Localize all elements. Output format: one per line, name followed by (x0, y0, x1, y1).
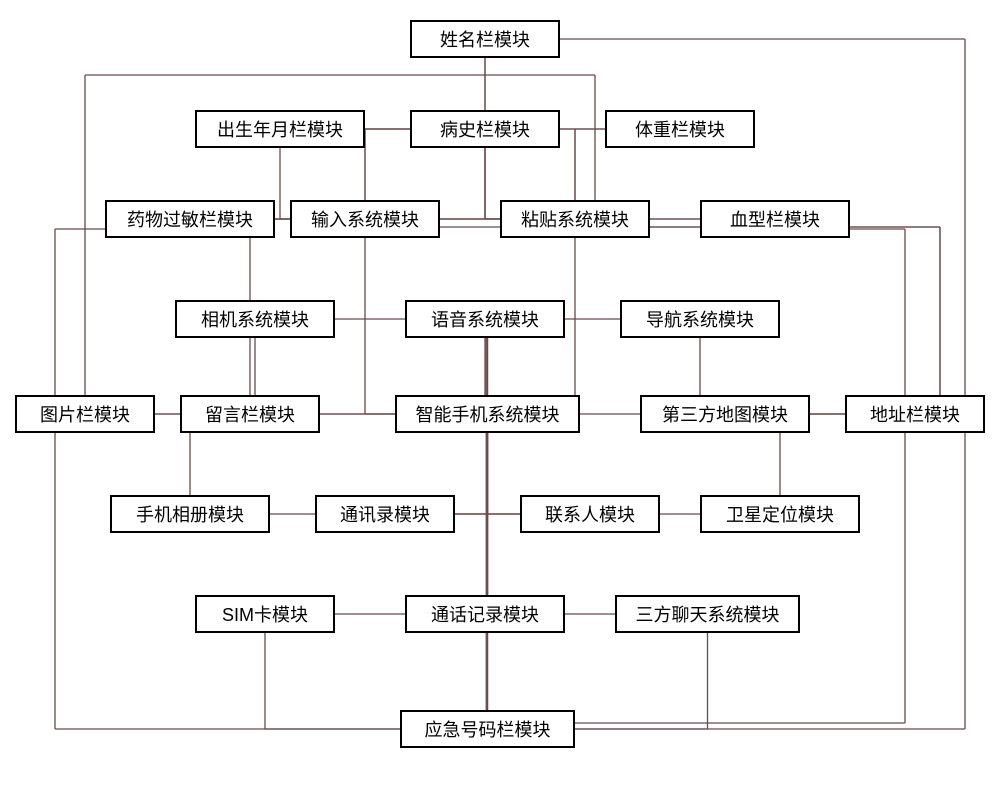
node-label: 留言栏模块 (205, 401, 295, 427)
node-weight: 体重栏模块 (605, 110, 755, 148)
node-input: 输入系统模块 (290, 200, 440, 238)
node-label: SIM卡模块 (222, 601, 308, 627)
node-label: 体重栏模块 (635, 116, 725, 142)
node-message: 留言栏模块 (180, 395, 320, 433)
node-label: 卫星定位模块 (726, 501, 834, 527)
node-label: 图片栏模块 (40, 401, 130, 427)
node-label: 应急号码栏模块 (425, 716, 551, 742)
node-label: 出生年月栏模块 (217, 116, 343, 142)
node-label: 第三方地图模块 (662, 401, 788, 427)
node-paste: 粘贴系统模块 (500, 200, 650, 238)
node-callrec: 通话记录模块 (405, 595, 565, 633)
node-birth: 出生年月栏模块 (195, 110, 365, 148)
node-label: 姓名栏模块 (440, 26, 530, 52)
node-label: 手机相册模块 (136, 501, 244, 527)
node-sim: SIM卡模块 (195, 595, 335, 633)
node-label: 联系人模块 (545, 501, 635, 527)
node-map3: 第三方地图模块 (640, 395, 810, 433)
node-blood: 血型栏模块 (700, 200, 850, 238)
node-phone: 智能手机系统模块 (395, 395, 580, 433)
node-label: 智能手机系统模块 (416, 401, 560, 427)
node-label: 相机系统模块 (201, 306, 309, 332)
node-label: 导航系统模块 (646, 306, 754, 332)
node-emergency: 应急号码栏模块 (400, 710, 575, 748)
node-label: 病史栏模块 (440, 116, 530, 142)
node-person: 联系人模块 (520, 495, 660, 533)
node-label: 通讯录模块 (340, 501, 430, 527)
node-label: 血型栏模块 (730, 206, 820, 232)
node-camera: 相机系统模块 (175, 300, 335, 338)
node-chat3: 三方聊天系统模块 (615, 595, 800, 633)
node-history: 病史栏模块 (410, 110, 560, 148)
node-address: 地址栏模块 (845, 395, 985, 433)
node-nav: 导航系统模块 (620, 300, 780, 338)
node-label: 输入系统模块 (311, 206, 419, 232)
node-gps: 卫星定位模块 (700, 495, 860, 533)
diagram-canvas: 姓名栏模块出生年月栏模块 病史栏模块 体重栏模块药物过敏栏模块 输入系统模块 粘贴系统模… (0, 0, 1000, 799)
node-label: 药物过敏栏模块 (127, 206, 253, 232)
node-album: 手机相册模块 (110, 495, 270, 533)
node-contacts: 通讯录模块 (315, 495, 455, 533)
node-name: 姓名栏模块 (410, 20, 560, 58)
node-allergy: 药物过敏栏模块 (105, 200, 275, 238)
node-label: 语音系统模块 (431, 306, 539, 332)
node-label: 三方聊天系统模块 (636, 601, 780, 627)
node-image: 图片栏模块 (15, 395, 155, 433)
node-label: 粘贴系统模块 (521, 206, 629, 232)
node-label: 地址栏模块 (870, 401, 960, 427)
node-label: 通话记录模块 (431, 601, 539, 627)
node-voice: 语音系统模块 (405, 300, 565, 338)
